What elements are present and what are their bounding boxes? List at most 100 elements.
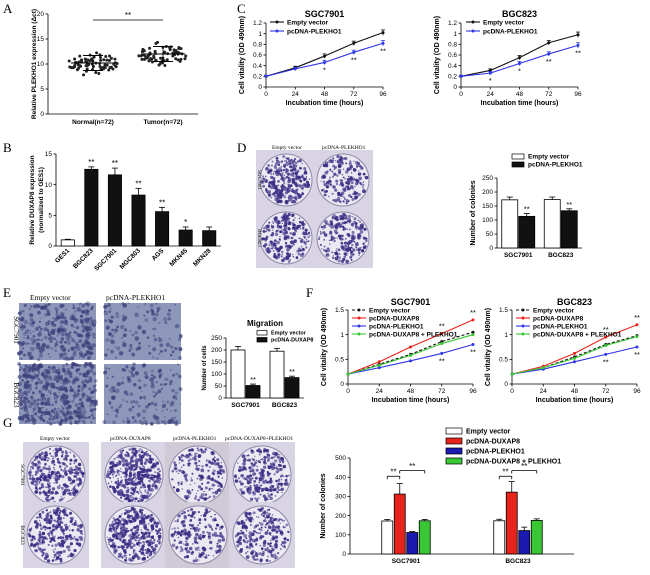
E-cell (70, 372, 73, 376)
G-plate-colony (121, 513, 123, 515)
G-plate-colony (262, 535, 265, 538)
E-cell (37, 398, 40, 401)
G-plate-colony (28, 470, 32, 474)
E-cell (40, 393, 45, 398)
F1-legend-marker (357, 324, 361, 328)
G-plate-colony (124, 478, 128, 482)
C1-y-label: Cell vitality (OD 490nm) (239, 16, 246, 94)
E-cell (81, 325, 84, 328)
E-cell (61, 332, 65, 336)
G-plate-colony (63, 490, 67, 494)
D-plate-colony (339, 200, 342, 203)
B-bar (84, 168, 99, 247)
panel-letter-B: B (3, 140, 12, 155)
G-plate-colony (204, 525, 208, 529)
G-plate-colony (176, 519, 179, 523)
G-plate-colony (202, 535, 205, 539)
A-data-point (177, 45, 181, 49)
E-cell (29, 329, 31, 332)
G-plate-colony (57, 542, 61, 546)
D-plate-colony (348, 186, 352, 190)
G-plate-colony (135, 468, 138, 470)
E-cell (38, 320, 42, 323)
F2-x-tick-label: 48 (571, 388, 579, 395)
G-x-label: SGC7901 (392, 558, 421, 565)
E-cell (126, 393, 129, 396)
G-plate-colony (38, 487, 42, 490)
G-plate-colony (180, 456, 183, 459)
G-plate-colony (281, 492, 283, 494)
G-plate-colony (128, 539, 130, 541)
D-plate-colony (302, 226, 305, 229)
E-cell (121, 337, 123, 339)
G-plate-colony (129, 537, 133, 541)
E-cell (56, 371, 60, 375)
G-plate-colony (197, 535, 200, 537)
D-plate-colony (319, 230, 322, 233)
E-cell (59, 409, 64, 414)
G-plate-colony (257, 532, 259, 534)
G-plate-colony (129, 554, 131, 556)
E-cell (20, 392, 24, 395)
G-plate-colony (37, 470, 40, 472)
F2-data-point (635, 335, 639, 339)
D-plate-colony (350, 250, 354, 254)
D-plate-colony (360, 249, 365, 253)
G-plate-colony (189, 458, 192, 461)
D-plate-colony (331, 170, 334, 173)
A-data-point (140, 57, 144, 61)
G-plate-colony (50, 471, 54, 476)
G-plate-colony (59, 462, 61, 465)
G-plate-colony (197, 546, 200, 549)
G-plate-colony (180, 482, 183, 485)
E-cell (110, 315, 114, 319)
G-plate-colony (212, 555, 215, 557)
G-plate-colony (266, 471, 269, 474)
G-plate-colony (76, 483, 79, 486)
E-cell (126, 375, 131, 380)
G-plate-colony (185, 496, 189, 500)
E-cell (150, 381, 155, 385)
E-cell (115, 408, 119, 412)
G-plate-colony (209, 540, 213, 544)
D-bar (560, 210, 578, 249)
D-plate-colony (283, 182, 286, 185)
G-plate-colony (49, 482, 51, 484)
G-plate-colony (216, 488, 220, 492)
G-plate-colony (38, 515, 42, 519)
G-plate-colony (250, 462, 253, 465)
G-plate-colony (29, 476, 31, 478)
E-cell (59, 345, 63, 349)
D-plate-colony (352, 168, 356, 171)
G-plate-colony (280, 485, 283, 487)
E-cell (111, 396, 115, 400)
E-cell (63, 364, 65, 367)
D-plate-colony (358, 251, 361, 254)
G-plate-colony (132, 450, 134, 453)
E-cell (34, 412, 38, 416)
D-plate-colony (323, 245, 326, 248)
G-plate-colony (152, 541, 156, 544)
E-cell (41, 401, 46, 406)
D-sig-stars: ** (566, 200, 572, 209)
G-row-label: SGC7901 (19, 464, 25, 486)
E-cell (91, 396, 94, 399)
D-plate-colony (332, 254, 334, 257)
E-cell (158, 321, 161, 324)
G-sig-stars: ** (409, 462, 415, 471)
G-plate-colony (245, 546, 248, 549)
G-plate-colony (47, 483, 50, 487)
G-plate-colony (179, 551, 182, 553)
B-sig-stars: ** (88, 158, 94, 167)
D-plate-colony (354, 221, 358, 226)
G-plate-colony (270, 554, 275, 558)
E-cell (146, 310, 149, 314)
D-plate-colony (283, 236, 288, 241)
G-plate-colony (250, 524, 252, 526)
G-plate-colony (43, 556, 48, 561)
G-plate-colony (194, 461, 198, 465)
G-plate-colony (204, 535, 206, 537)
G-plate-colony (38, 519, 41, 522)
G-plate-colony (124, 559, 128, 562)
B-bar (202, 230, 217, 247)
